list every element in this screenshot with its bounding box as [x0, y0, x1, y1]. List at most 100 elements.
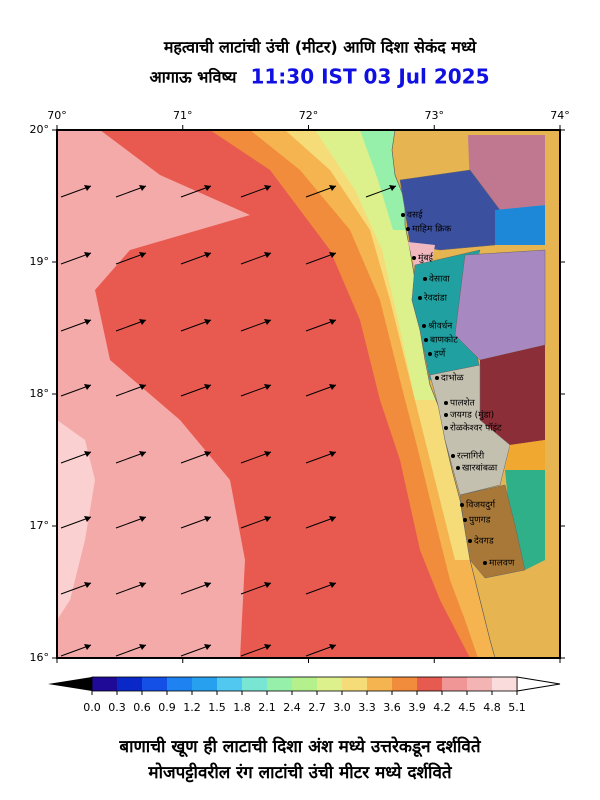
colorbar-label: 0.6	[133, 701, 151, 714]
colorbar-label: 2.4	[283, 701, 301, 714]
wave-arrow-head	[329, 644, 336, 650]
place-label: मालवण	[489, 559, 515, 569]
wave-arrow-head	[204, 644, 211, 650]
wave-arrow-head	[84, 252, 91, 258]
wave-arrow-head	[329, 451, 336, 457]
wave-arrow-head	[204, 319, 211, 325]
place-dot	[444, 426, 448, 430]
wave-arrow-head	[139, 451, 146, 457]
colorbar-label: 2.1	[258, 701, 276, 714]
colorbar-label: 2.7	[308, 701, 326, 714]
colorbar-under	[48, 677, 92, 691]
place-dot	[451, 454, 455, 458]
wave-arrow-head	[329, 252, 336, 258]
x-tick-label: 71°	[173, 109, 193, 122]
colorbar-swatch	[317, 677, 342, 691]
subtitle: आगाऊ भविष्य	[150, 68, 238, 87]
wave-band	[57, 420, 95, 620]
colorbar-label: 3.6	[383, 701, 401, 714]
place-dot	[423, 277, 427, 281]
wave-arrow-head	[84, 644, 91, 650]
colorbar-label: 1.8	[233, 701, 251, 714]
wave-arrow-head	[139, 185, 146, 191]
colorbar-swatch	[92, 677, 117, 691]
place-dot	[468, 539, 472, 543]
colorbar-swatch	[292, 677, 317, 691]
wave-arrow-head	[84, 319, 91, 325]
colorbar-swatch	[492, 677, 517, 691]
wave-arrow-head	[264, 185, 271, 191]
wave-arrow-head	[84, 185, 91, 191]
wave-arrow-head	[204, 185, 211, 191]
place-label: रेवदांडा	[424, 292, 448, 304]
wave-arrow-head	[329, 185, 336, 191]
wave-arrow-head	[264, 451, 271, 457]
colorbar-swatch	[267, 677, 292, 691]
place-dot	[412, 256, 416, 260]
land	[391, 129, 561, 659]
place-dot	[422, 324, 426, 328]
y-tick-label: 16°	[30, 651, 50, 664]
colorbar-swatch	[392, 677, 417, 691]
place-label: पुणगड	[469, 516, 491, 526]
wave-arrow-head	[139, 582, 146, 588]
place-label: विजयदुर्ग	[466, 499, 496, 511]
wave-arrow-head	[139, 252, 146, 258]
place-label: मुंबई	[418, 252, 434, 264]
place-label: वसई	[407, 209, 424, 221]
title: महत्वाची लाटांची उंची (मीटर) आणि दिशा से…	[163, 38, 477, 57]
wave-arrow-head	[329, 516, 336, 522]
wave-arrow-head	[264, 516, 271, 522]
wave-arrow-head	[204, 384, 211, 390]
colorbar-label: 4.8	[483, 701, 501, 714]
colorbar-label: 0.9	[158, 701, 176, 714]
place-dot	[406, 227, 410, 231]
footer-line: मोजपट्टीवरील रंग लाटांची उंची मीटर मध्ये…	[147, 762, 452, 783]
y-tick-label: 17°	[30, 519, 50, 532]
place-label: श्रीवर्धन	[428, 320, 453, 332]
wave-arrow-head	[84, 582, 91, 588]
colorbar-swatch	[342, 677, 367, 691]
colorbar-label: 4.2	[433, 701, 451, 714]
y-tick-label: 18°	[30, 387, 50, 400]
colorbar-label: 3.0	[333, 701, 351, 714]
wave-arrow-head	[204, 252, 211, 258]
place-dot	[428, 352, 432, 356]
wave-arrow-head	[204, 451, 211, 457]
place-dot	[435, 376, 439, 380]
place-label: रत्नागिरी	[457, 450, 485, 462]
wave-arrow-head	[84, 451, 91, 457]
wave-arrow-head	[264, 644, 271, 650]
wave-arrow-head	[204, 516, 211, 522]
colorbar-swatch	[192, 677, 217, 691]
colorbar-over	[516, 676, 561, 692]
wave-arrow-head	[329, 319, 336, 325]
forecast-time: 11:30 IST 03 Jul 2025	[250, 65, 489, 89]
place-dot	[463, 518, 467, 522]
x-tick-label: 73°	[425, 109, 445, 122]
place-label: दाभोळ	[441, 372, 464, 384]
colorbar-label: 1.5	[208, 701, 226, 714]
place-label: वेसावा	[429, 273, 450, 285]
place-label: हर्णे	[434, 348, 446, 360]
place-label: पालशेत	[450, 397, 476, 409]
x-tick-label: 74°	[550, 109, 570, 122]
colorbar-swatch	[467, 677, 492, 691]
colorbar-swatch	[367, 677, 392, 691]
y-tick-label: 19°	[30, 255, 50, 268]
colorbar-swatch	[142, 677, 167, 691]
place-label: देवगड	[474, 535, 494, 547]
colorbar-swatch	[117, 677, 142, 691]
colorbar-label: 4.5	[458, 701, 476, 714]
place-dot	[444, 401, 448, 405]
wave-arrow-head	[264, 319, 271, 325]
wave-arrow-head	[264, 384, 271, 390]
colorbar-label: 0.3	[108, 701, 126, 714]
place-label: बाणकोट	[430, 334, 458, 346]
place-label: जयगड (मुंडा)	[450, 410, 494, 421]
x-tick-label: 70°	[47, 109, 67, 122]
colorbar-swatch	[442, 677, 467, 691]
footer-line: बाणाची खूण ही लाटाची दिशा अंश मध्ये उत्त…	[118, 736, 481, 758]
wave-arrow-head	[139, 319, 146, 325]
wave-arrow-head	[139, 384, 146, 390]
